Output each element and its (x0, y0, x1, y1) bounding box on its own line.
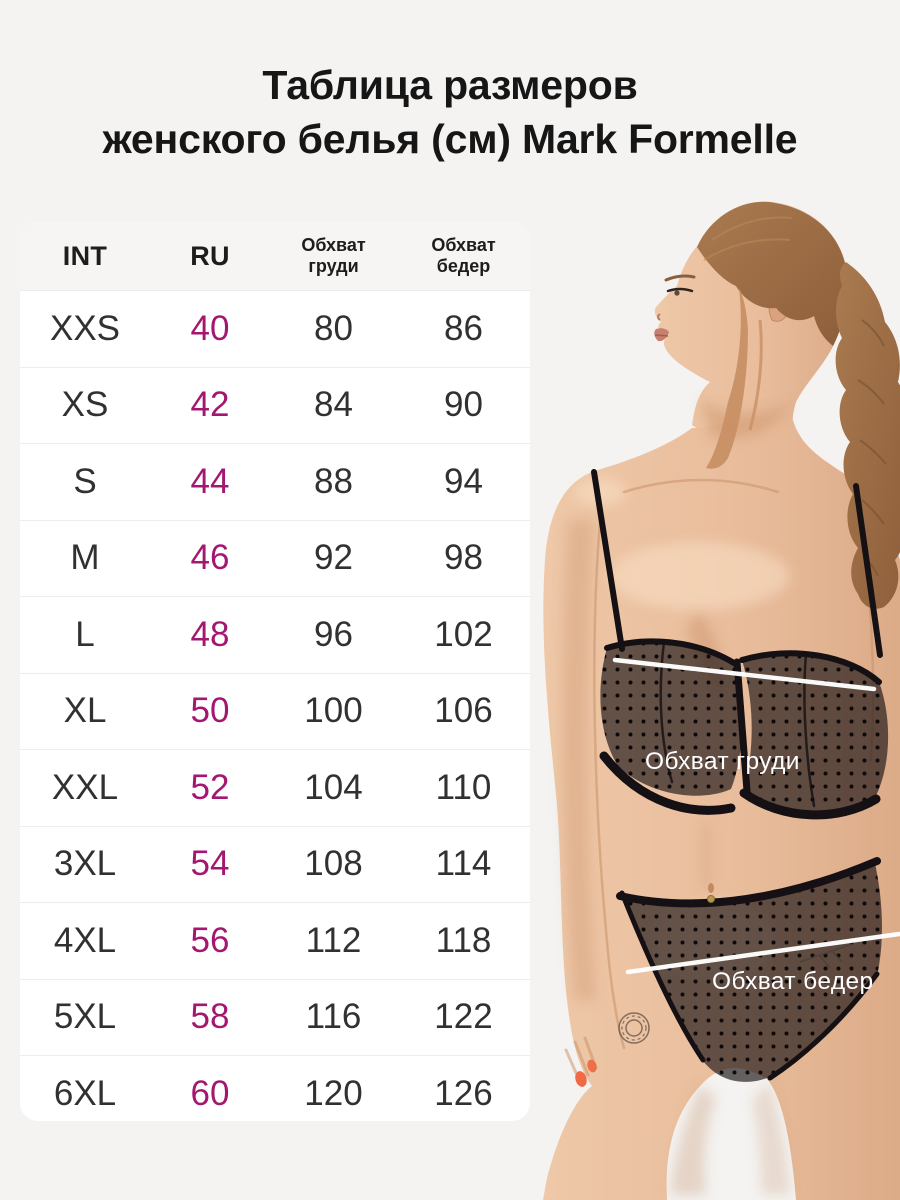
cell-ru: 52 (190, 767, 230, 807)
cell-int: 6XL (53, 1073, 117, 1113)
model-photo: Обхват груди Обхват бедер (535, 185, 900, 1200)
cell-hips: 126 (434, 1073, 493, 1113)
cell-int: S (73, 461, 97, 501)
cell-chest: 84 (314, 385, 353, 425)
cell-ru: 56 (190, 920, 230, 960)
bra-strap-right (853, 483, 883, 658)
panties (616, 857, 883, 1082)
cell-hips: 94 (444, 461, 483, 501)
column-header-chest: Обхват груди (301, 235, 366, 276)
mouth-line (654, 334, 669, 337)
hand (564, 1036, 598, 1087)
table-row: S 44 88 94 (20, 443, 530, 520)
loose-strand-thin (748, 319, 763, 431)
iris (674, 290, 680, 296)
cell-hips: 118 (435, 920, 492, 960)
cell-ru: 54 (190, 844, 230, 884)
cell-int: XS (61, 385, 109, 425)
table-row: 6XL 60 120 126 (20, 1055, 530, 1132)
page-title: Таблица размеров женского белья (см) Mar… (0, 58, 900, 166)
bust-measure-line (612, 657, 877, 692)
cell-chest: 104 (304, 767, 363, 807)
navel-piercing (707, 883, 715, 903)
cell-hips: 110 (435, 767, 492, 807)
column-header-hips: Обхват бедер (431, 235, 496, 276)
cell-int: 4XL (53, 920, 117, 960)
cell-chest: 96 (314, 614, 353, 654)
hair-cap (697, 201, 848, 346)
cell-hips: 106 (434, 691, 493, 731)
cell-ru: 46 (190, 538, 230, 578)
cell-chest: 108 (304, 844, 363, 884)
bra-trim (591, 469, 883, 820)
cell-ru: 60 (190, 1073, 230, 1113)
table-row: XL 50 100 106 (20, 672, 530, 750)
table-row: XXS 40 80 86 (20, 290, 530, 367)
cell-hips: 90 (444, 385, 483, 425)
hip-measure-line (625, 931, 900, 975)
column-header-int: INT (62, 240, 108, 271)
page-title-line1: Таблица размеров (262, 62, 638, 108)
table-row: M 46 92 98 (20, 519, 530, 597)
nostril (657, 313, 661, 321)
table-row: 4XL 56 112 118 (20, 902, 530, 979)
size-table-card: INT RU Обхват груди Обхват бедер XXS 40 … (20, 222, 530, 1121)
bra (591, 469, 889, 820)
cell-ru: 50 (190, 691, 230, 731)
cell-int: XXS (49, 308, 121, 348)
cell-int: L (75, 614, 95, 654)
table-row: 3XL 54 108 114 (20, 825, 530, 903)
size-table-header: INT RU Обхват груди Обхват бедер (20, 222, 530, 290)
loose-strand (706, 288, 748, 469)
cell-hips: 86 (444, 308, 483, 348)
cell-hips: 102 (434, 614, 493, 654)
page-title-line2: женского белья (см) Mark Formelle (102, 116, 798, 162)
cell-int: XXL (51, 767, 119, 807)
hair-shine (703, 216, 793, 261)
panties-mesh (622, 859, 883, 1082)
eyebrow (664, 274, 696, 282)
cell-chest: 92 (314, 538, 353, 578)
cell-int: M (70, 538, 100, 578)
cell-chest: 112 (305, 920, 362, 960)
cell-chest: 100 (304, 691, 363, 731)
bra-cup-left (600, 641, 743, 796)
cell-int: XL (63, 691, 107, 731)
hip-tattoo (799, 943, 853, 969)
table-row: XS 42 84 90 (20, 366, 530, 444)
bust-measure-label: Обхват груди (645, 748, 800, 775)
panties-trim (616, 857, 881, 1081)
nail-polish (575, 1071, 587, 1087)
model-illustration: Обхват груди Обхват бедер (535, 185, 900, 1200)
cell-ru: 44 (190, 461, 230, 501)
cell-hips: 122 (434, 997, 493, 1037)
table-row: 5XL 58 116 122 (20, 978, 530, 1056)
cell-hips: 98 (444, 538, 483, 578)
cell-hips: 114 (435, 844, 492, 884)
cell-ru: 48 (190, 614, 230, 654)
table-row: XXL 52 104 110 (20, 749, 530, 826)
nail-polish (587, 1059, 597, 1073)
cell-int: 5XL (53, 997, 117, 1037)
cell-chest: 80 (314, 308, 353, 348)
eye (666, 287, 694, 293)
thigh-tattoo (618, 1012, 650, 1044)
hair-braid (835, 262, 900, 609)
cell-ru: 58 (190, 997, 230, 1037)
column-header-ru: RU (190, 240, 230, 271)
bra-cup-right (742, 653, 889, 816)
hip-measure-label: Обхват бедер (712, 968, 874, 995)
cell-chest: 120 (304, 1073, 363, 1113)
cell-chest: 116 (305, 997, 362, 1037)
cell-ru: 42 (190, 385, 230, 425)
cell-chest: 88 (314, 461, 353, 501)
lips (654, 328, 669, 342)
bra-strap-left (591, 469, 625, 652)
cell-ru: 40 (190, 308, 230, 348)
cell-int: 3XL (53, 844, 117, 884)
table-row: L 48 96 102 (20, 596, 530, 673)
